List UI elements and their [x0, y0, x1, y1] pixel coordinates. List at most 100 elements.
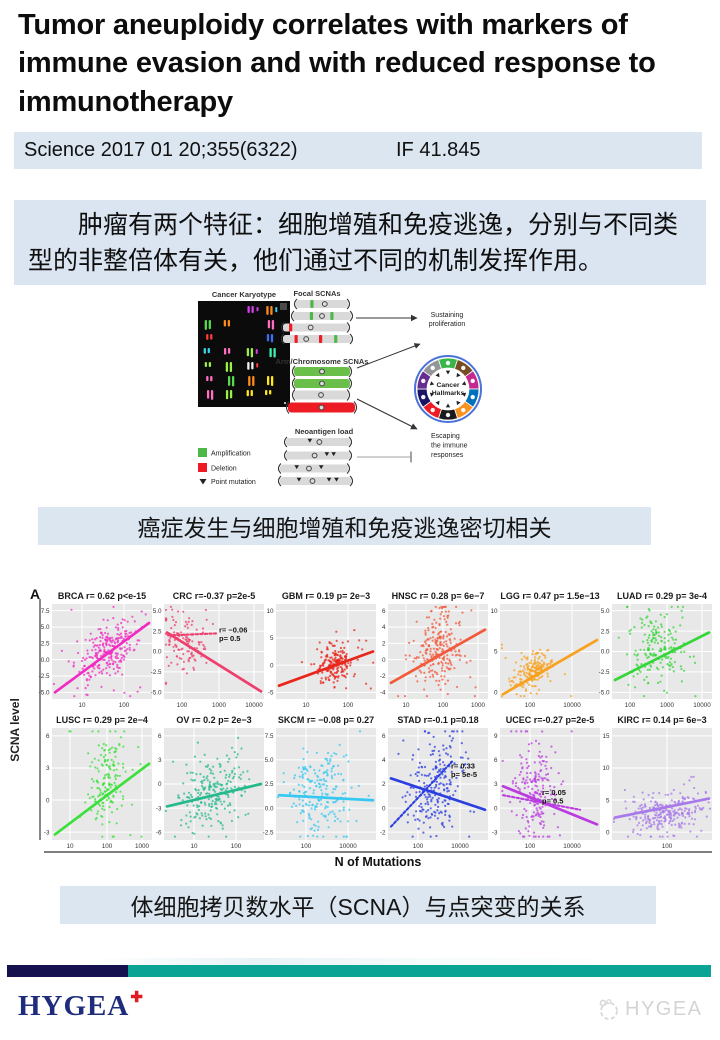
svg-text:SKCM r= −0.08 p= 0.27: SKCM r= −0.08 p= 0.27 — [278, 715, 374, 725]
svg-text:100: 100 — [177, 702, 188, 709]
caption-1: 癌症发生与细胞增殖和免疫逃逸密切相关 — [38, 507, 651, 545]
svg-text:-5.0: -5.0 — [599, 690, 610, 697]
svg-text:0.0: 0.0 — [153, 649, 162, 656]
svg-text:10: 10 — [302, 702, 310, 709]
svg-text:1000: 1000 — [660, 702, 675, 709]
svg-text:10: 10 — [602, 765, 610, 772]
svg-text:100: 100 — [301, 843, 312, 850]
svg-text:0: 0 — [270, 662, 274, 669]
svg-text:100: 100 — [662, 843, 673, 850]
scatter-panel-SKCM: SKCM r= −0.08 p= 0.27 7.5 5.0 2.5 0.0 -2.5 100… — [263, 715, 376, 850]
svg-text:5: 5 — [494, 649, 498, 656]
svg-text:3: 3 — [158, 757, 162, 764]
svg-text:10000: 10000 — [563, 843, 581, 850]
footer-bar-navy — [7, 965, 128, 977]
svg-text:Point mutation: Point mutation — [211, 479, 256, 486]
scatter-panel-LUSC: LUSC r= 0.29 p= 2e−4 6 3 0 -3 10 100 1000 — [44, 715, 152, 850]
svg-text:100: 100 — [102, 843, 113, 850]
figure-ylabel: SCNA level — [8, 698, 22, 762]
svg-text:0.0: 0.0 — [265, 805, 274, 812]
svg-text:5.0: 5.0 — [153, 608, 162, 615]
svg-text:4: 4 — [382, 757, 386, 764]
svg-text:6: 6 — [382, 733, 386, 740]
arm-scna-label: Arm/Chromosome SCNAs — [276, 357, 369, 366]
svg-text:OV r= 0.2 p= 2e−3: OV r= 0.2 p= 2e−3 — [176, 715, 251, 725]
sustaining-proliferation-label: Sustaining proliferation — [429, 312, 466, 328]
svg-text:100: 100 — [413, 843, 424, 850]
scatter-panel-OV: OV r= 0.2 p= 2e−3 6 3 0 -3 -6 10 100 — [156, 715, 264, 850]
svg-text:100: 100 — [119, 702, 130, 709]
svg-text:0.0: 0.0 — [601, 649, 610, 656]
svg-text:-2.5: -2.5 — [263, 829, 274, 836]
svg-text:0: 0 — [382, 657, 386, 664]
svg-text:9: 9 — [494, 733, 498, 740]
scatter-panel-STAD: STAD r=-0.1 p=0.18 6 4 2 0 -2 100 10000 r= 0.33p… — [380, 715, 488, 850]
svg-text:10000: 10000 — [563, 702, 581, 709]
svg-text:10000: 10000 — [451, 843, 469, 850]
svg-text:r= −0.06: r= −0.06 — [219, 626, 247, 635]
globe-icon — [599, 999, 618, 1020]
svg-text:3: 3 — [46, 765, 50, 772]
summary-text: 肿瘤有两个特征：细胞增殖和免疫逃逸，分别与不同类型的非整倍体有关，他们通过不同的… — [28, 211, 679, 276]
svg-text:5.0: 5.0 — [265, 757, 274, 764]
svg-text:-5.0: -5.0 — [39, 690, 50, 697]
escaping-immune-label: Escaping the immune responses — [431, 433, 468, 459]
svg-text:100: 100 — [231, 843, 242, 850]
svg-text:2: 2 — [382, 641, 386, 648]
svg-text:-2.5: -2.5 — [599, 669, 610, 676]
svg-text:100: 100 — [343, 702, 354, 709]
svg-text:GBM r= 0.19 p= 2e−3: GBM r= 0.19 p= 2e−3 — [282, 591, 370, 601]
arrow-arm-to-escape — [356, 398, 418, 430]
svg-text:CRC r=-0.37 p=2e-5: CRC r=-0.37 p=2e-5 — [173, 591, 256, 601]
scatter-panel-UCEC: UCEC r=-0.27 p=2e-5 9 6 3 0 -3 100 10000 r= 0.05… — [492, 715, 600, 850]
karyotype-label: Cancer Karyotype — [212, 290, 276, 299]
svg-text:7.5: 7.5 — [265, 733, 274, 740]
svg-text:LGG r= 0.47 p= 1.5e−13: LGG r= 0.47 p= 1.5e−13 — [500, 591, 599, 601]
arrow-arm-to-proliferation — [356, 343, 421, 369]
svg-text:100: 100 — [625, 702, 636, 709]
svg-text:p= 0.5: p= 0.5 — [542, 797, 563, 806]
svg-text:p= 0.5: p= 0.5 — [219, 634, 240, 643]
watermark-text: HYGEA — [625, 997, 703, 1020]
svg-text:0: 0 — [606, 829, 610, 836]
focal-scna-label: Focal SCNAs — [293, 289, 340, 298]
footer-accent-strip — [90, 958, 650, 965]
svg-text:5.0: 5.0 — [601, 608, 610, 615]
scatter-panel-BRCA: BRCA r= 0.62 p<e-15 7.5 5.0 2.5 0.0 -2.5 -5.0 1… — [39, 591, 152, 709]
svg-text:2.5: 2.5 — [153, 628, 162, 635]
citation-bar: Science 2017 01 20;355(6322) IF 41.845 — [14, 132, 702, 169]
karyotype-block — [280, 303, 287, 310]
hygea-watermark: HYGEA — [596, 997, 703, 1021]
figure-xlabel: N of Mutations — [335, 855, 422, 869]
svg-text:r= 0.05: r= 0.05 — [542, 788, 566, 797]
svg-text:6: 6 — [382, 608, 386, 615]
svg-text:10: 10 — [402, 702, 410, 709]
red-cross-icon: ✚ — [130, 990, 144, 1007]
svg-text:5.0: 5.0 — [41, 624, 50, 631]
scatter-panel-GBM: GBM r= 0.19 p= 2e−3 10 5 0 -5 10 100 — [266, 591, 376, 709]
svg-text:0: 0 — [46, 797, 50, 804]
paper-title: Tumor aneuploidy correlates with markers… — [18, 9, 656, 118]
svg-text:6: 6 — [494, 757, 498, 764]
svg-text:10: 10 — [266, 608, 274, 615]
chromosome-bars — [277, 298, 358, 487]
neoantigen-label: Neoantigen load — [295, 427, 354, 436]
svg-text:KIRC r= 0.14 p= 6e−3: KIRC r= 0.14 p= 6e−3 — [617, 715, 706, 725]
scatter-panel-CRC: CRC r=-0.37 p=2e-5 5.0 2.5 0.0 -2.5 -5.0 100 10… — [151, 591, 264, 709]
scatter-panel-LUAD: LUAD r= 0.29 p= 3e-4 5.0 2.5 0.0 -2.5 -5.0 100… — [599, 591, 712, 709]
scna-mutations-chart: A SCNA level N of Mutations BRCA r= 0.62 p<… — [8, 586, 712, 869]
svg-text:0: 0 — [494, 690, 498, 697]
svg-text:-5.0: -5.0 — [151, 690, 162, 697]
svg-text:1000: 1000 — [212, 702, 227, 709]
svg-text:LUAD r= 0.29 p= 3e-4: LUAD r= 0.29 p= 3e-4 — [617, 591, 707, 601]
svg-text:0: 0 — [382, 805, 386, 812]
svg-text:3: 3 — [494, 781, 498, 788]
svg-text:10000: 10000 — [693, 702, 711, 709]
hallmarks-center-label: Cancer Hallmarks — [432, 382, 465, 397]
cancer-hallmarks-wheel: Cancer Hallmarks — [414, 355, 482, 423]
svg-text:-2.5: -2.5 — [151, 669, 162, 676]
svg-text:LUSC r= 0.29 p= 2e−4: LUSC r= 0.29 p= 2e−4 — [56, 715, 148, 725]
hygea-logo-text: HYGEA — [18, 990, 130, 1022]
svg-text:1000: 1000 — [471, 702, 486, 709]
svg-text:-2.5: -2.5 — [39, 673, 50, 680]
